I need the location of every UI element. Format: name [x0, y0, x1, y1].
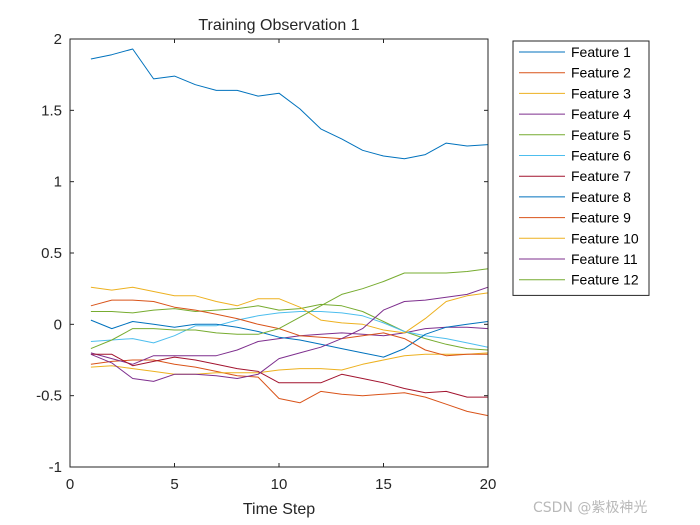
x-axis-label: Time Step	[243, 501, 315, 518]
series-line-feature-11	[90, 286, 489, 382]
series-line-feature-9	[90, 299, 488, 357]
watermark-text: CSDN @紫极神光	[533, 500, 647, 516]
plot-frame	[69, 38, 489, 468]
legend-label: Feature 6	[571, 148, 631, 164]
series-line-feature-3	[90, 352, 489, 375]
y-tick-label: 1.5	[41, 102, 62, 119]
legend-label: Feature 9	[571, 210, 631, 226]
axis-ticks: 0 5 10 15 20 -1 -0.5 0 0.5 1 1.5 2	[36, 31, 496, 493]
x-tick-label: 0	[66, 476, 74, 493]
series-line-feature-10	[90, 286, 489, 334]
legend-label: Feature 7	[571, 168, 631, 184]
legend-label: Feature 8	[571, 189, 631, 205]
y-tick-label: 0.5	[41, 245, 62, 262]
series-line-feature-12	[90, 268, 489, 350]
y-tick-label: 0	[54, 316, 62, 333]
legend-label: Feature 11	[571, 251, 638, 267]
chart-title: Training Observation 1	[198, 17, 359, 34]
series-line-feature-7	[90, 353, 488, 398]
legend-box	[512, 40, 650, 296]
legend-label: Feature 12	[571, 272, 639, 288]
legend-label: Feature 5	[571, 127, 631, 143]
series-line-feature-2	[90, 359, 489, 417]
series-lines	[90, 48, 489, 417]
legend-label: Feature 2	[571, 65, 631, 81]
y-tick-label: -1	[49, 459, 62, 476]
legend-label: Feature 4	[571, 106, 631, 122]
x-tick-label: 10	[271, 476, 288, 493]
series-line-feature-5	[90, 303, 489, 351]
series-line-feature-1	[90, 48, 489, 160]
y-tick-label: -0.5	[36, 388, 62, 405]
y-tick-label: 1	[54, 174, 62, 191]
x-tick-label: 15	[375, 476, 392, 493]
legend-label: Feature 10	[571, 230, 639, 246]
legend-label: Feature 3	[571, 85, 631, 101]
legend: Feature 1 Feature 2 Feature 3 Feature 4 Feat…	[512, 40, 650, 296]
series-line-feature-4	[90, 326, 489, 365]
series-line-feature-8	[90, 319, 489, 358]
y-tick-label: 2	[54, 31, 62, 48]
x-tick-label: 20	[480, 476, 497, 493]
legend-label: Feature 1	[571, 44, 631, 60]
x-tick-label: 5	[170, 476, 178, 493]
series-line-feature-6	[90, 311, 489, 348]
